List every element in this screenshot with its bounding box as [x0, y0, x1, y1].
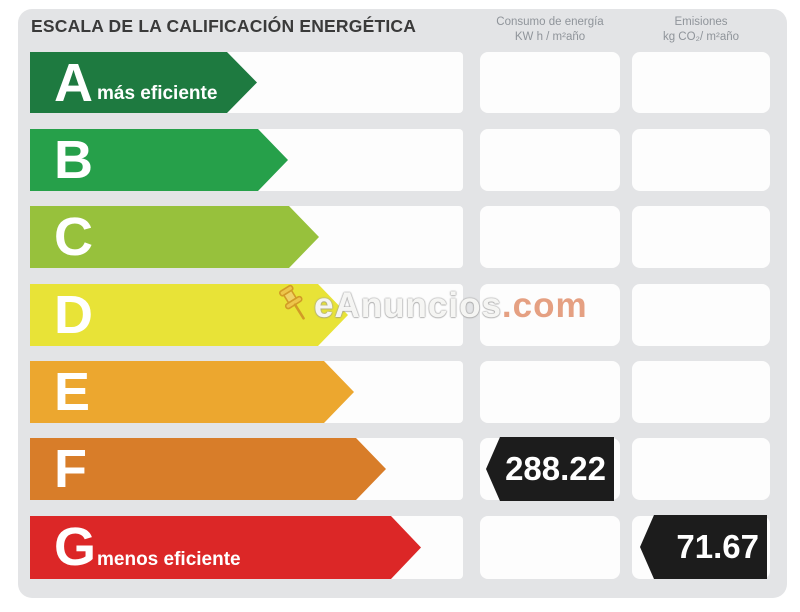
- rating-arrow-label: menos eficiente: [97, 549, 241, 570]
- consumo-value-tag: 288.22: [486, 437, 614, 501]
- emisiones-cell: [632, 52, 770, 113]
- rating-row-c: C: [0, 206, 800, 268]
- emisiones-column-header: Emisiones kg CO₂/ m²año: [611, 15, 791, 45]
- emisiones-header-line2: kg CO₂/ m²año: [662, 31, 740, 43]
- rating-arrow-label: más eficiente: [97, 83, 218, 104]
- rating-letter: D: [54, 285, 93, 345]
- emisiones-cell: [632, 129, 770, 191]
- rating-row-a: A más eficiente: [0, 52, 800, 113]
- consumo-header-line1: Consumo de energía: [496, 16, 604, 28]
- rating-row-d: D: [0, 284, 800, 346]
- emisiones-value-tag: 71.67: [640, 515, 767, 579]
- rating-row-e: E: [0, 361, 800, 423]
- rating-arrow: B: [30, 129, 288, 191]
- consumo-cell: [480, 52, 620, 113]
- rating-arrow: E: [30, 361, 354, 423]
- consumo-cell: [480, 129, 620, 191]
- consumo-cell: [480, 361, 620, 423]
- rating-arrow: C: [30, 206, 319, 268]
- rating-arrow: F: [30, 438, 386, 500]
- rating-arrow: G menos eficiente: [30, 516, 421, 579]
- rating-arrow: A más eficiente: [30, 52, 257, 113]
- rating-letter: A: [54, 53, 93, 113]
- emisiones-cell: [632, 206, 770, 268]
- consumo-cell: 288.22: [480, 437, 620, 501]
- rating-row-f: F 288.22: [0, 437, 800, 501]
- rating-row-b: B: [0, 129, 800, 191]
- consumo-cell: [480, 516, 620, 579]
- consumo-cell: [480, 206, 620, 268]
- emisiones-cell: 71.67: [632, 515, 770, 579]
- rating-letter: F: [54, 439, 87, 499]
- rating-letter: G: [54, 517, 97, 577]
- rating-letter: B: [54, 130, 93, 190]
- page-title: ESCALA DE LA CALIFICACIÓN ENERGÉTICA: [31, 16, 417, 36]
- rating-arrow: D: [30, 284, 348, 346]
- rating-row-g: G menos eficiente 71.67: [0, 515, 800, 579]
- consumo-column-header: Consumo de energía KW h / m²año: [450, 15, 650, 45]
- emisiones-cell: [632, 438, 770, 500]
- emisiones-cell: [632, 361, 770, 423]
- consumo-cell: [480, 284, 620, 346]
- emisiones-cell: [632, 284, 770, 346]
- rating-letter: C: [54, 207, 93, 267]
- consumo-header-line2: KW h / m²año: [514, 31, 586, 43]
- emisiones-header-line1: Emisiones: [674, 16, 728, 28]
- rating-letter: E: [54, 362, 91, 422]
